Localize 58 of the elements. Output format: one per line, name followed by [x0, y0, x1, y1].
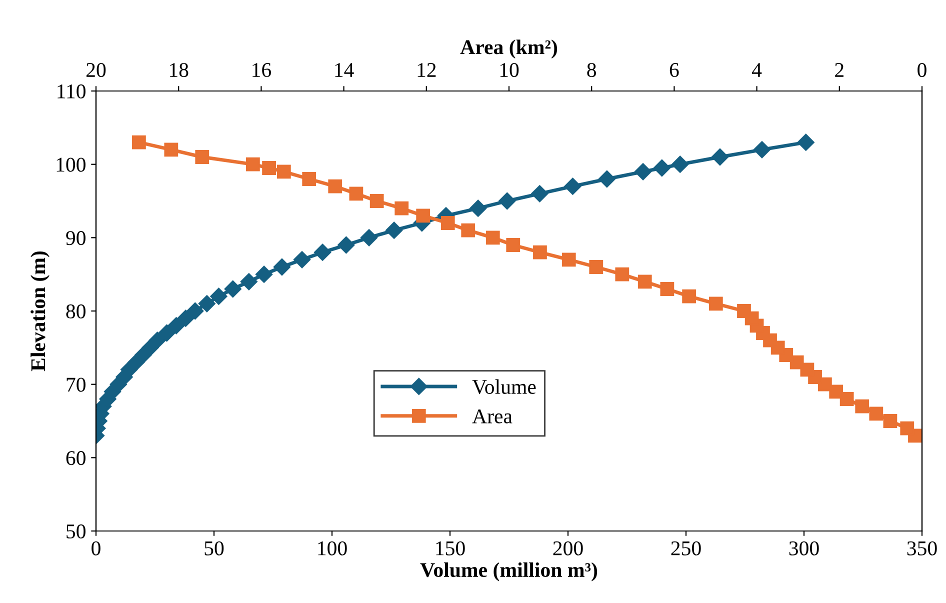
point [564, 178, 582, 195]
legend-label: Volume [472, 379, 536, 394]
x-tick-label: 350 [907, 541, 937, 556]
x2-axis-title: Area (km²) [460, 40, 558, 58]
x2-tick-label: 12 [418, 63, 436, 77]
point [255, 266, 273, 283]
point [711, 148, 729, 166]
x2-tick-label: 16 [252, 63, 271, 78]
x-tick-label: 300 [789, 541, 819, 556]
point [314, 244, 332, 261]
point [531, 185, 548, 202]
point [224, 280, 242, 298]
point [498, 192, 516, 210]
x2-tick-label: 2 [835, 63, 844, 77]
point [598, 170, 616, 188]
point [470, 200, 487, 217]
x-tick-label: 100 [318, 541, 347, 556]
point [360, 229, 378, 246]
point [148, 332, 166, 349]
y-tick-label: 90 [66, 231, 86, 246]
y-tick-label: 80 [66, 304, 86, 318]
x-tick-label: 250 [671, 541, 701, 556]
y-tick-label: 100 [56, 158, 86, 172]
point [797, 134, 814, 151]
x2-tick-label: 10 [500, 62, 519, 78]
x2-tick-label: 4 [752, 63, 762, 77]
x-tick-label: 0 [92, 541, 100, 556]
point [634, 163, 652, 180]
point [386, 222, 403, 239]
point [293, 251, 311, 268]
x2-tick-label: 8 [587, 62, 596, 78]
point [198, 295, 216, 312]
point [186, 302, 204, 320]
x2-tick-label: 18 [170, 62, 188, 78]
y-tick-label: 60 [66, 451, 86, 466]
point [168, 317, 185, 334]
point [753, 141, 771, 158]
x2-tick-label: 6 [670, 63, 679, 78]
point [158, 324, 176, 342]
point [210, 288, 228, 305]
point [338, 236, 355, 254]
point [273, 258, 291, 276]
x2-tick-label: 20 [86, 62, 106, 78]
x-tick-label: 150 [436, 541, 465, 556]
y-tick-label: 50 [66, 524, 86, 538]
x2-tick-label: 0 [918, 62, 926, 78]
point [672, 156, 689, 173]
x-axis-title: Volume (million m³) [420, 562, 598, 582]
x-tick-label: 200 [553, 541, 583, 556]
point [653, 159, 670, 177]
legend-label: Area [472, 409, 512, 424]
y-tick-label: 70 [66, 378, 86, 392]
y-tick-label: 110 [58, 84, 86, 98]
point [240, 273, 258, 290]
x-tick-label: 50 [204, 541, 224, 556]
point [177, 310, 194, 327]
x2-tick-label: 14 [335, 63, 354, 77]
y-axis-title: Elevation (m) [30, 251, 50, 372]
